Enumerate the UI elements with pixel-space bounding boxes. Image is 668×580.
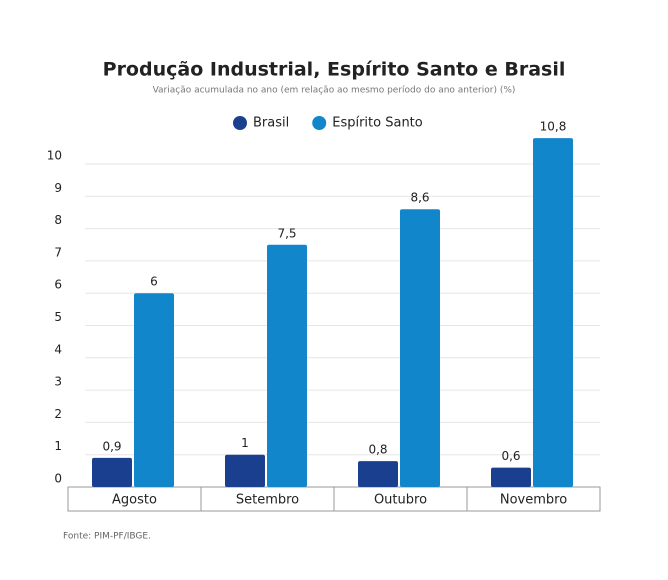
category-cell — [466, 486, 601, 512]
y-tick-label: 4 — [54, 342, 62, 356]
y-tick-label: 5 — [54, 310, 62, 324]
value-label: 7,5 — [277, 226, 296, 240]
y-tick-label: 6 — [54, 278, 62, 292]
y-tick-label: 8 — [54, 213, 62, 227]
bar — [267, 244, 307, 487]
y-tick-label: 2 — [54, 407, 62, 421]
y-tick-label: 10 — [47, 149, 62, 163]
x-tick-label: Agosto — [112, 493, 157, 508]
value-label: 0,9 — [102, 439, 121, 453]
value-label: 10,8 — [540, 120, 567, 134]
y-tick-label: 1 — [54, 439, 62, 453]
value-label: 1 — [241, 436, 249, 450]
bar — [134, 293, 174, 487]
chart-title: Produção Industrial, Espírito Santo e Br… — [103, 59, 566, 81]
chart-subtitle: Variação acumulada no ano (em relação ao… — [153, 86, 516, 96]
y-tick-label: 0 — [54, 472, 62, 486]
legend-label: Espírito Santo — [332, 116, 423, 131]
legend-label: Brasil — [253, 116, 289, 131]
bar — [400, 209, 440, 487]
x-tick-label: Setembro — [236, 493, 299, 508]
legend-swatch — [312, 116, 327, 130]
bar — [491, 467, 531, 487]
y-tick-label: 9 — [54, 181, 62, 195]
value-label: 0,8 — [368, 443, 387, 457]
bar — [533, 138, 573, 487]
legend-swatch — [233, 116, 247, 130]
y-tick-label: 3 — [54, 375, 62, 389]
value-label: 0,6 — [501, 449, 520, 463]
x-tick-label: Novembro — [500, 493, 567, 508]
y-tick-label: 7 — [54, 245, 62, 259]
value-label: 8,6 — [410, 191, 429, 205]
bar — [92, 457, 132, 487]
bar — [358, 461, 398, 487]
x-tick-label: Outubro — [374, 493, 427, 508]
bar — [225, 454, 265, 487]
source-note: Fonte: PIM-PF/IBGE. — [63, 532, 151, 542]
value-label: 6 — [150, 275, 158, 289]
